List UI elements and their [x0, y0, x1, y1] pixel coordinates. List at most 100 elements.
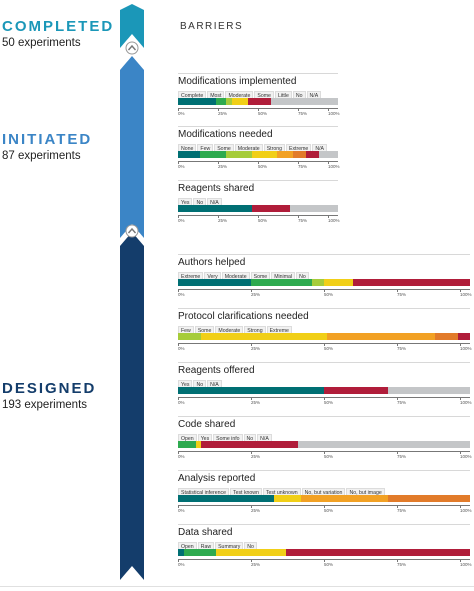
x-axis: 0% 25% 50% 75% 100%	[178, 397, 472, 406]
bar-segment	[178, 387, 324, 394]
bar-segment	[274, 495, 301, 502]
tick-label: 100%	[460, 559, 472, 567]
tick-label: 75%	[298, 215, 308, 223]
bar-segment	[388, 387, 470, 394]
tick-label: 25%	[218, 215, 228, 223]
barriers-header: BARRIERS	[180, 21, 244, 32]
bar-segment	[178, 98, 217, 105]
stage-count-completed: 50 experiments	[2, 37, 81, 49]
tick-label: 50%	[324, 505, 334, 513]
bar-segment	[297, 441, 470, 448]
panel-title: Protocol clarifications needed	[178, 311, 309, 322]
barrier-panel: Protocol clarifications needed Few Some Mod…	[178, 308, 472, 357]
bar-segment	[353, 279, 470, 286]
bottom-divider	[0, 586, 474, 587]
bar-segment	[251, 205, 290, 212]
tick-label: 50%	[258, 108, 268, 116]
bar-segment	[318, 151, 338, 158]
progress-arrow	[120, 4, 144, 580]
tick-label: 0%	[178, 397, 185, 405]
bar-segment	[270, 98, 338, 105]
bar-segment	[293, 151, 306, 158]
tick-label: 25%	[251, 505, 261, 513]
barrier-panel: Analysis reported Statistical inference Te…	[178, 470, 472, 519]
tick-label: 0%	[178, 215, 185, 223]
tick-label: 0%	[178, 505, 185, 513]
barrier-panel: Modifications implemented Complete Most Mod…	[178, 73, 340, 122]
bar-segment	[289, 205, 338, 212]
tick-label: 50%	[324, 559, 334, 567]
tick-label: 50%	[324, 289, 334, 297]
x-axis: 0% 25% 50% 75% 100%	[178, 215, 340, 224]
tick-label: 75%	[298, 161, 308, 169]
panel-title: Reagents shared	[178, 183, 255, 194]
bar-segment	[324, 387, 389, 394]
bar-segment	[225, 151, 252, 158]
bar-segment	[458, 333, 470, 340]
tick-label: 100%	[460, 451, 472, 459]
x-axis: 0% 25% 50% 75% 100%	[178, 289, 472, 298]
bar-segment	[183, 549, 216, 556]
barrier-panel: Authors helped Extreme Very Moderate Some Min…	[178, 254, 472, 303]
x-axis: 0% 25% 50% 75% 100%	[178, 451, 472, 460]
panel-title: Modifications implemented	[178, 76, 297, 87]
tick-label: 100%	[328, 108, 340, 116]
tick-label: 75%	[397, 505, 407, 513]
barrier-panel: Reagents offered Yes No N/A 0% 25% 50% 75% 100%	[178, 362, 472, 411]
tick-label: 100%	[460, 343, 472, 351]
bar-segment	[216, 98, 226, 105]
bar-segment	[178, 151, 201, 158]
legend: Extreme Very Moderate Some Minimal No	[178, 272, 309, 282]
bar-segment	[300, 495, 389, 502]
tick-label: 50%	[324, 343, 334, 351]
panel-title: Reagents offered	[178, 365, 255, 376]
completed-arrow-segment	[120, 4, 144, 48]
bar-segment	[178, 441, 196, 448]
bar-segment	[232, 98, 249, 105]
tick-label: 100%	[328, 161, 340, 169]
chevron-up-icon	[125, 41, 139, 55]
tick-label: 0%	[178, 161, 185, 169]
bar-segment	[248, 98, 271, 105]
bar-segment	[178, 279, 251, 286]
stacked-bar	[178, 205, 338, 212]
barrier-panel: Data shared Open Raw Summary No 0% 25% 50% 75% 10…	[178, 524, 472, 573]
tick-label: 25%	[251, 397, 261, 405]
x-axis: 0% 25% 50% 75% 100%	[178, 559, 472, 568]
bar-segment	[195, 441, 202, 448]
bar-segment	[286, 549, 470, 556]
x-axis: 0% 25% 50% 75% 100%	[178, 343, 472, 352]
bar-segment	[178, 205, 252, 212]
tick-label: 75%	[298, 108, 308, 116]
tick-label: 0%	[178, 451, 185, 459]
tick-label: 100%	[460, 289, 472, 297]
bar-segment	[178, 333, 202, 340]
stacked-bar	[178, 441, 470, 448]
bar-segment	[251, 279, 313, 286]
tick-label: 75%	[397, 343, 407, 351]
tick-label: 100%	[328, 215, 340, 223]
panel-title: Analysis reported	[178, 473, 256, 484]
tick-label: 50%	[324, 397, 334, 405]
tick-label: 25%	[251, 289, 261, 297]
bar-segment	[178, 549, 184, 556]
stage-title-completed: COMPLETED	[2, 18, 115, 35]
stacked-bar	[178, 279, 470, 286]
stacked-bar	[178, 387, 470, 394]
bar-segment	[251, 151, 278, 158]
bar-segment	[178, 495, 275, 502]
bar-segment	[388, 495, 470, 502]
chevron-up-icon	[125, 224, 139, 238]
tick-label: 25%	[218, 161, 228, 169]
bar-segment	[201, 441, 298, 448]
x-axis: 0% 25% 50% 75% 100%	[178, 108, 340, 117]
tick-label: 25%	[251, 559, 261, 567]
x-axis: 0% 25% 50% 75% 100%	[178, 505, 472, 514]
tick-label: 0%	[178, 108, 185, 116]
tick-label: 25%	[251, 451, 261, 459]
panel-title: Code shared	[178, 419, 236, 430]
tick-label: 25%	[251, 343, 261, 351]
panel-title: Modifications needed	[178, 129, 273, 140]
bar-segment	[326, 333, 435, 340]
bar-segment	[434, 333, 459, 340]
